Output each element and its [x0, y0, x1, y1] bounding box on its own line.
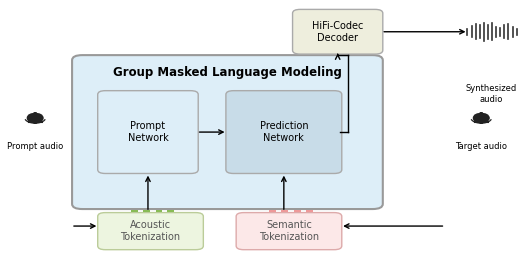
FancyBboxPatch shape — [72, 55, 383, 209]
FancyBboxPatch shape — [292, 9, 383, 54]
FancyBboxPatch shape — [226, 91, 342, 173]
Text: Semantic
Tokenization: Semantic Tokenization — [259, 220, 319, 242]
Bar — [168, 210, 174, 212]
Text: Prompt
Network: Prompt Network — [127, 121, 168, 143]
Text: Acoustic
Tokenization: Acoustic Tokenization — [121, 220, 181, 242]
FancyBboxPatch shape — [98, 91, 198, 173]
Bar — [156, 210, 162, 212]
FancyBboxPatch shape — [473, 114, 489, 122]
Bar — [281, 210, 288, 212]
Text: Prediction
Network: Prediction Network — [259, 121, 308, 143]
Bar — [306, 210, 313, 212]
FancyBboxPatch shape — [28, 114, 43, 122]
FancyBboxPatch shape — [98, 213, 204, 250]
Text: Target audio: Target audio — [455, 142, 507, 151]
Text: HiFi-Codec
Decoder: HiFi-Codec Decoder — [312, 21, 363, 43]
Text: Group Masked Language Modeling: Group Masked Language Modeling — [113, 66, 342, 79]
FancyBboxPatch shape — [236, 213, 342, 250]
Bar — [143, 210, 149, 212]
Text: Prompt audio: Prompt audio — [7, 142, 63, 151]
Bar — [269, 210, 276, 212]
Bar — [294, 210, 301, 212]
Bar — [131, 210, 138, 212]
Text: Synthesized
audio: Synthesized audio — [466, 84, 517, 104]
